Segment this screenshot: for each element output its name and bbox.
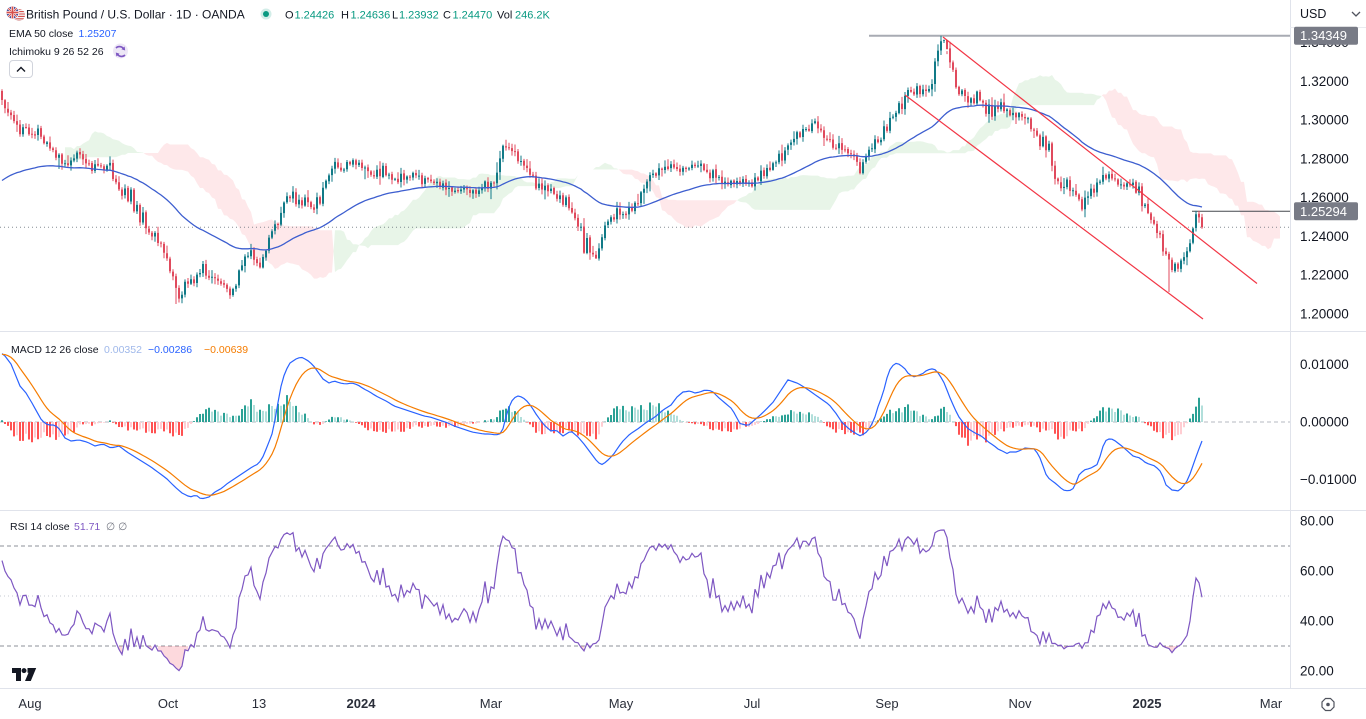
svg-text:1.28000: 1.28000	[1300, 151, 1349, 166]
svg-text:1.32000: 1.32000	[1300, 74, 1349, 89]
svg-text:Ichimoku 9 26 52 26: Ichimoku 9 26 52 26	[9, 46, 104, 58]
svg-text:51.71: 51.71	[74, 521, 100, 533]
svg-text:British Pound / U.S. Dollar ·: British Pound / U.S. Dollar · 1D · OANDA	[26, 8, 245, 22]
svg-text:∅ ∅: ∅ ∅	[106, 521, 127, 533]
svg-text:1.24426: 1.24426	[295, 10, 335, 22]
svg-text:EMA 50 close: EMA 50 close	[9, 28, 73, 40]
svg-text:1.24000: 1.24000	[1300, 229, 1349, 244]
svg-text:−0.00639: −0.00639	[204, 344, 248, 356]
svg-text:80.00: 80.00	[1300, 514, 1334, 529]
svg-text:0.00352: 0.00352	[104, 344, 142, 356]
svg-text:20.00: 20.00	[1300, 664, 1334, 679]
svg-text:Nov: Nov	[1008, 696, 1032, 711]
svg-text:40.00: 40.00	[1300, 614, 1334, 629]
svg-text:60.00: 60.00	[1300, 564, 1334, 579]
svg-text:Mar: Mar	[480, 696, 503, 711]
svg-text:May: May	[609, 696, 634, 711]
svg-text:Jul: Jul	[744, 696, 761, 711]
svg-text:H: H	[341, 10, 349, 22]
svg-text:1.20000: 1.20000	[1300, 306, 1349, 321]
svg-text:Oct: Oct	[158, 696, 179, 711]
svg-text:RSI 14 close: RSI 14 close	[10, 521, 70, 533]
svg-text:246.2K: 246.2K	[515, 10, 551, 22]
svg-text:Vol: Vol	[497, 10, 512, 22]
svg-text:0.01000: 0.01000	[1300, 357, 1349, 372]
svg-text:Aug: Aug	[18, 696, 41, 711]
svg-text:1.22000: 1.22000	[1300, 268, 1349, 283]
svg-text:13: 13	[252, 696, 266, 711]
svg-text:L: L	[392, 10, 398, 22]
svg-text:0.00000: 0.00000	[1300, 415, 1349, 430]
svg-text:MACD 12 26 close: MACD 12 26 close	[11, 344, 99, 356]
svg-text:USD: USD	[1300, 7, 1326, 21]
svg-text:−0.01000: −0.01000	[1300, 472, 1357, 487]
svg-text:1.30000: 1.30000	[1300, 113, 1349, 128]
svg-text:Sep: Sep	[875, 696, 898, 711]
svg-text:1.25294: 1.25294	[1300, 204, 1347, 219]
svg-text:C: C	[443, 10, 451, 22]
svg-text:−0.00286: −0.00286	[148, 344, 192, 356]
svg-text:Mar: Mar	[1260, 696, 1283, 711]
svg-text:1.25207: 1.25207	[79, 28, 117, 40]
svg-text:2024: 2024	[347, 696, 377, 711]
svg-text:1.24470: 1.24470	[453, 10, 493, 22]
svg-text:1.23932: 1.23932	[399, 10, 439, 22]
svg-text:1.24636: 1.24636	[351, 10, 391, 22]
svg-text:1.26000: 1.26000	[1300, 190, 1349, 205]
svg-text:O: O	[285, 10, 294, 22]
svg-text:1.34349: 1.34349	[1300, 28, 1347, 43]
svg-text:2025: 2025	[1133, 696, 1162, 711]
